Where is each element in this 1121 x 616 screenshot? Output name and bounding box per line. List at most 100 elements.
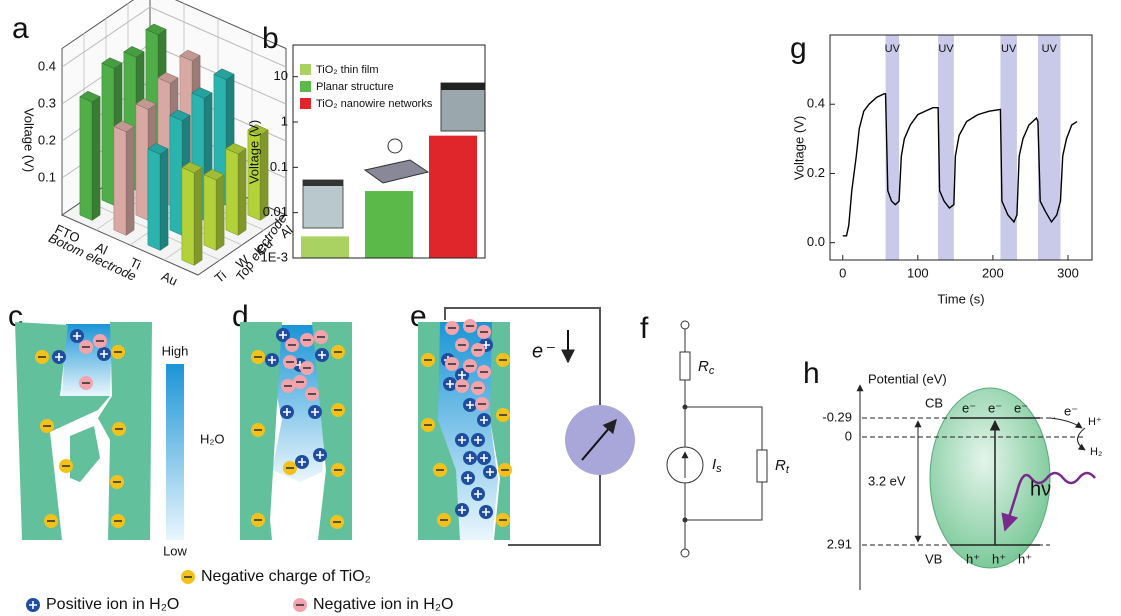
x-tick-label: 0 bbox=[839, 265, 846, 280]
bar bbox=[226, 143, 246, 235]
y-tick-label: 0.0 bbox=[807, 234, 825, 249]
bar-face bbox=[148, 149, 160, 251]
photon-label: hν bbox=[1030, 478, 1051, 500]
x-tick-label: Au bbox=[159, 268, 180, 288]
vb-label: VB bbox=[925, 551, 942, 566]
bar-face bbox=[102, 63, 114, 205]
bar bbox=[204, 169, 224, 250]
bar-side bbox=[194, 168, 202, 266]
figure: a 0.10.20.30.4Voltage (V)FTOAlTiAuTiWCuA… bbox=[0, 0, 1121, 616]
terminal bbox=[681, 549, 689, 557]
y-axis-label: Voltage (V) bbox=[246, 120, 261, 184]
wire bbox=[685, 407, 762, 450]
junction bbox=[683, 518, 688, 523]
hole: h⁺ bbox=[1018, 551, 1032, 566]
x-tick-label: 200 bbox=[982, 265, 1004, 280]
band-label: UV bbox=[938, 43, 954, 55]
panel-label: h bbox=[803, 357, 820, 390]
color-bar bbox=[166, 364, 184, 540]
component-label: Rt bbox=[775, 457, 790, 476]
electron: e⁻ bbox=[988, 400, 1002, 415]
legend-text: Negative charge of TiO₂ bbox=[201, 568, 371, 585]
wire bbox=[685, 482, 762, 520]
symbol: R bbox=[698, 358, 709, 375]
color-bar-label: Low bbox=[163, 543, 187, 558]
hole: h⁺ bbox=[966, 551, 980, 566]
inset-image bbox=[303, 180, 343, 186]
bar-side bbox=[160, 149, 168, 251]
tio2-fragment bbox=[70, 426, 100, 482]
panel-d: d bbox=[232, 300, 352, 540]
panel-h: h Potential (eV) -0.29 0 2.91 3.2 eV CB … bbox=[803, 357, 1102, 590]
legend-swatch bbox=[300, 81, 311, 92]
bar-side bbox=[238, 149, 246, 236]
z-tick-label: 0.4 bbox=[38, 58, 56, 73]
panel-label: f bbox=[640, 312, 649, 345]
color-bar-label: H₂O bbox=[200, 431, 225, 446]
uv-band bbox=[886, 35, 900, 260]
uv-band bbox=[1038, 35, 1061, 260]
y-tick-label: 10 bbox=[274, 68, 288, 83]
x-tick-label: 300 bbox=[1057, 265, 1079, 280]
panel-label: g bbox=[790, 32, 807, 65]
junction bbox=[683, 405, 688, 410]
z-axis-label: Voltage (V) bbox=[22, 108, 37, 172]
band-gap: 3.2 eV bbox=[868, 473, 906, 488]
component-label: Is bbox=[712, 456, 722, 475]
panel-label: b bbox=[262, 22, 279, 55]
y-tick-label: 0.4 bbox=[807, 96, 825, 111]
reaction-arrow bbox=[1078, 428, 1086, 450]
transfer-arrow bbox=[1050, 418, 1082, 428]
legend-text: Negative ion in H₂O bbox=[313, 596, 454, 613]
panel-g: g Voltage (V) Time (s) UVUVUVUV010020030… bbox=[790, 32, 1092, 307]
electron: e⁻ bbox=[1014, 400, 1028, 415]
bar-side bbox=[126, 126, 134, 235]
y-tick-label: 1 bbox=[281, 113, 288, 128]
legend-swatch bbox=[300, 64, 311, 75]
y-tick-label: 1E-3 bbox=[261, 249, 288, 264]
bar-side bbox=[92, 97, 100, 221]
panel-label: a bbox=[12, 12, 29, 45]
z-tick-label: 0.3 bbox=[38, 95, 56, 110]
z-tick-label: 0.1 bbox=[38, 169, 56, 184]
y-tick-label: 0.2 bbox=[807, 165, 825, 180]
axis-label: Potential (eV) bbox=[868, 371, 947, 386]
bar-face bbox=[114, 126, 126, 235]
electron: e⁻ bbox=[962, 400, 976, 415]
y-tick-label: 0.01 bbox=[263, 204, 288, 219]
legend-text: Positive ion in H₂O bbox=[46, 596, 179, 613]
band-label: UV bbox=[1042, 43, 1058, 55]
x-axis-label: Time (s) bbox=[937, 291, 984, 306]
inset-image bbox=[441, 83, 485, 90]
bar-face bbox=[182, 168, 194, 266]
bar bbox=[114, 121, 134, 235]
bar bbox=[301, 236, 349, 258]
component-label: Rc bbox=[698, 358, 715, 377]
hydrogen: H₂ bbox=[1090, 446, 1102, 458]
electron: e⁻ bbox=[1064, 403, 1078, 418]
subscript: t bbox=[786, 464, 790, 476]
inset-image bbox=[388, 139, 402, 153]
level-label: -0.29 bbox=[822, 409, 852, 424]
y-axis-label: Voltage (V) bbox=[791, 116, 806, 180]
bar bbox=[365, 191, 413, 258]
wire bbox=[508, 475, 600, 545]
legend-label: Planar structure bbox=[316, 81, 394, 93]
uv-band bbox=[1000, 35, 1017, 260]
legend-swatch bbox=[300, 98, 311, 109]
bar bbox=[429, 136, 477, 258]
z-tick-label: 0.2 bbox=[38, 132, 56, 147]
uv-band bbox=[938, 35, 954, 260]
terminal bbox=[681, 321, 689, 329]
bar-face bbox=[170, 115, 182, 235]
bar bbox=[182, 162, 202, 265]
subscript: s bbox=[716, 463, 722, 475]
bar-face bbox=[136, 104, 148, 220]
band-label: UV bbox=[885, 43, 901, 55]
electron-label: e⁻ bbox=[532, 340, 555, 362]
legend-label: TiO₂ nanowire networks bbox=[316, 98, 433, 110]
color-bar-label: High bbox=[162, 343, 189, 358]
symbol: R bbox=[775, 457, 786, 474]
legend: Negative charge of TiO₂ Positive ion in … bbox=[26, 568, 454, 613]
bar-face bbox=[80, 97, 92, 221]
